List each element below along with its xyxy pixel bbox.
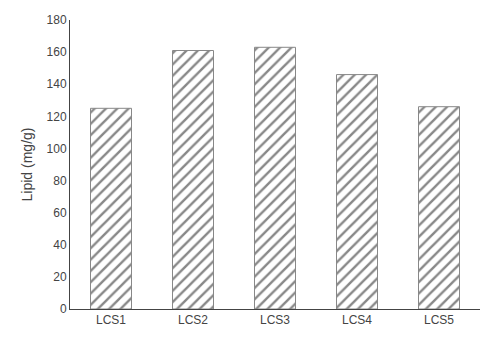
svg-text:120: 120 bbox=[47, 110, 67, 124]
svg-text:80: 80 bbox=[53, 174, 67, 188]
svg-text:LCS5: LCS5 bbox=[424, 313, 454, 327]
svg-text:Lipid (mg/g): Lipid (mg/g) bbox=[19, 128, 35, 202]
svg-text:40: 40 bbox=[53, 238, 67, 252]
svg-text:LCS1: LCS1 bbox=[96, 313, 126, 327]
svg-text:0: 0 bbox=[60, 302, 67, 316]
svg-text:LCS3: LCS3 bbox=[260, 313, 290, 327]
svg-text:100: 100 bbox=[47, 142, 67, 156]
svg-text:60: 60 bbox=[53, 206, 67, 220]
svg-text:LCS4: LCS4 bbox=[342, 313, 372, 327]
svg-text:LCS2: LCS2 bbox=[178, 313, 208, 327]
svg-text:20: 20 bbox=[53, 270, 67, 284]
svg-text:180: 180 bbox=[47, 13, 67, 27]
svg-text:140: 140 bbox=[47, 77, 67, 91]
svg-text:160: 160 bbox=[47, 45, 67, 59]
